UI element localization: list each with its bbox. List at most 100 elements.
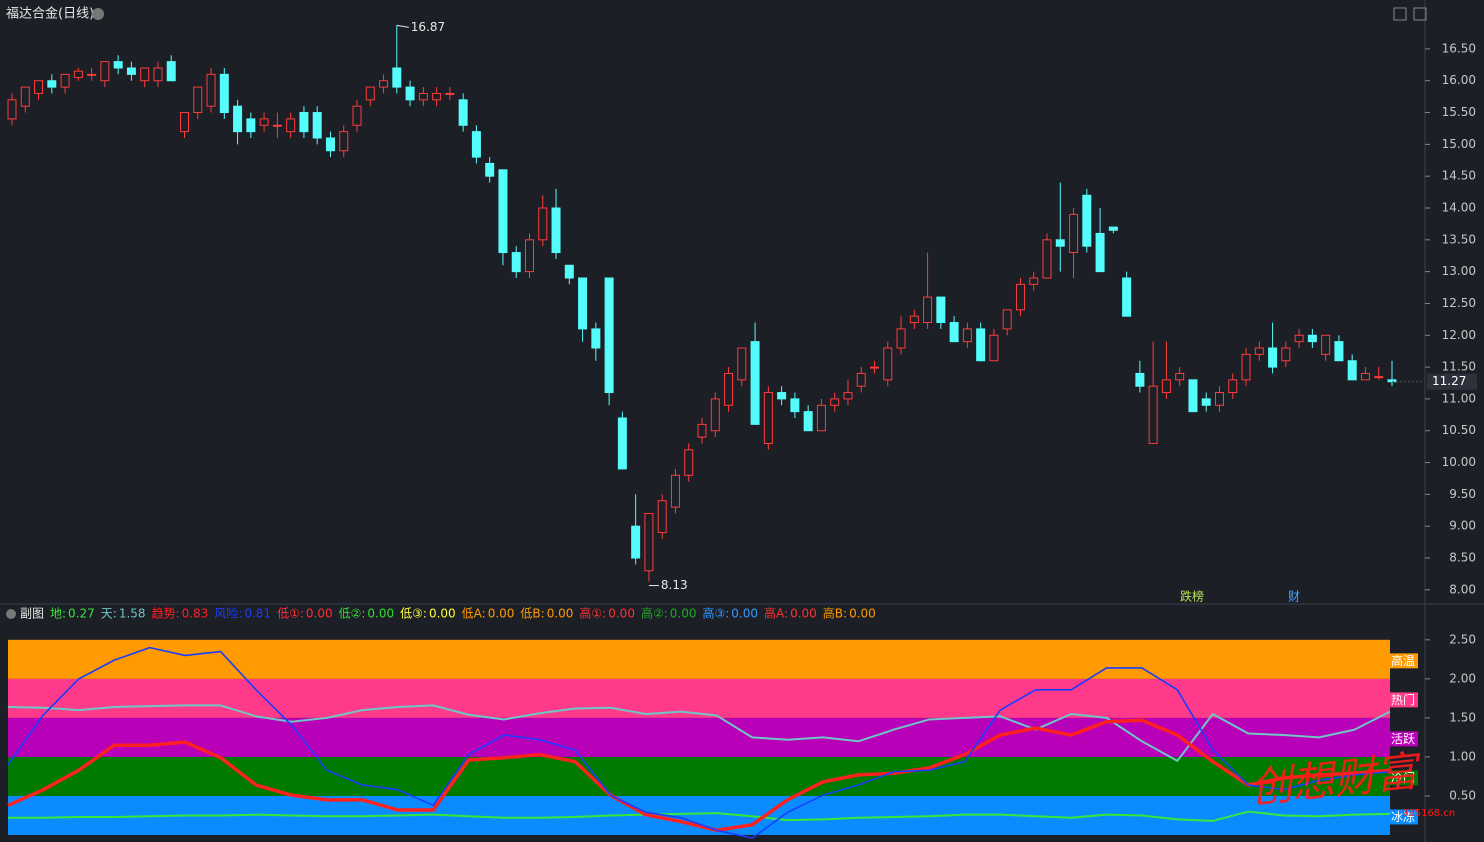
indicator-line <box>8 810 1391 822</box>
candle-body <box>126 67 136 75</box>
y-tick-label: 11.50 <box>1442 360 1476 374</box>
legend-value: 0.00 <box>306 607 333 621</box>
candle-body <box>352 105 362 126</box>
candle-body <box>60 73 70 88</box>
candle-body <box>870 366 879 369</box>
y-tick-label: 12.00 <box>1442 328 1476 342</box>
candle-body <box>1334 341 1344 362</box>
candle-body <box>1307 334 1317 343</box>
legend-name: 高③: <box>702 606 729 621</box>
candle-body <box>1122 277 1132 317</box>
candle-body <box>724 372 734 406</box>
y-tick-label: 12.50 <box>1442 296 1476 310</box>
candle-body <box>1042 239 1052 279</box>
candle-body <box>883 347 893 381</box>
y-tick-label: 2.00 <box>1449 671 1476 685</box>
legend-value: 0.00 <box>790 607 817 621</box>
candle-body <box>1148 385 1158 444</box>
tag: 财 <box>1288 590 1300 604</box>
candle-body <box>803 411 813 432</box>
indicator-line <box>7 718 1391 833</box>
y-tick-label: 1.00 <box>1449 749 1476 763</box>
y-tick-label: 16.00 <box>1442 73 1476 87</box>
settings-icon[interactable] <box>92 8 104 20</box>
candle-body <box>34 80 44 94</box>
sub-area: 冰冻 冷门 活跃 热门 高温 <box>7 639 1418 839</box>
candle-body <box>498 169 508 254</box>
window-icon[interactable] <box>1413 7 1427 21</box>
zone-label: 冰冻 <box>1391 809 1415 824</box>
legend-name: 高②: <box>641 606 668 621</box>
candle-body <box>1268 347 1278 368</box>
legend-name: 低②: <box>339 607 366 621</box>
candle-body <box>47 80 57 88</box>
candle-body <box>1254 347 1264 355</box>
y-tick-label: 11.00 <box>1442 391 1476 405</box>
candle-body <box>392 67 402 88</box>
candle-body <box>471 131 481 158</box>
candle-body <box>1347 360 1357 381</box>
candle-body <box>233 105 243 133</box>
tag: 跌榜 <box>1180 589 1204 604</box>
y-tick-label: 10.50 <box>1442 423 1476 437</box>
legend-name: 高①: <box>579 606 606 621</box>
y-tick-label: 9.50 <box>1449 487 1476 501</box>
legend-value: 0.00 <box>731 607 758 621</box>
legend-value: 0.00 <box>670 607 697 621</box>
legend-name: 低B: <box>520 607 544 621</box>
chart-title: 福达合金(日线) <box>6 6 94 22</box>
y-tick-label: 0.50 <box>1449 788 1476 802</box>
legend-value: 0.00 <box>547 607 574 621</box>
candle-body <box>1215 392 1224 406</box>
candle-body <box>1161 379 1171 394</box>
candle-body <box>763 392 773 444</box>
candle-body <box>365 86 375 101</box>
y-tick-label: 2.50 <box>1449 632 1476 646</box>
candle-body <box>564 264 574 279</box>
candle-body <box>1135 372 1145 387</box>
candle-body <box>7 99 17 120</box>
candle-body <box>432 92 442 101</box>
y-tick-label: 14.50 <box>1442 169 1476 183</box>
candle-body <box>1175 372 1185 381</box>
candle-body <box>418 92 428 101</box>
indicator-line <box>7 704 1391 762</box>
candle-body <box>670 474 680 508</box>
candle-body <box>750 341 760 425</box>
candle-body <box>856 372 866 387</box>
high-arrow <box>396 24 409 28</box>
legend-name: 高A: <box>764 606 788 621</box>
candle-body <box>843 392 853 400</box>
candle-body <box>1029 277 1039 285</box>
candle-body <box>737 347 747 381</box>
candle-body <box>617 417 627 470</box>
candle-body <box>830 398 840 406</box>
candle-body <box>458 99 468 126</box>
candle-body <box>180 112 189 133</box>
legend-name: 高B: <box>823 606 847 621</box>
candle-body <box>1095 232 1105 273</box>
candle-body <box>551 207 561 254</box>
legend-name: 趋势: <box>152 607 180 621</box>
y-tick-label: 1.50 <box>1449 710 1476 724</box>
candle-body <box>272 124 282 127</box>
zone-label: 热门 <box>1391 692 1415 707</box>
candle-body <box>312 112 322 139</box>
candle-body <box>657 500 667 534</box>
candle-body <box>339 131 349 152</box>
y-tick-label: 15.00 <box>1442 137 1476 151</box>
candle-body <box>259 118 269 126</box>
y-tick-label: 16.50 <box>1442 41 1476 55</box>
candle-body <box>1321 334 1331 355</box>
candle-body <box>949 322 959 343</box>
window-icon[interactable] <box>1393 7 1407 21</box>
candle-body <box>896 328 906 349</box>
zone-label: 活跃 <box>1391 732 1415 746</box>
candle-body <box>777 392 787 400</box>
candle-body <box>936 296 946 324</box>
sub-settings-icon[interactable] <box>6 609 16 619</box>
candle-body <box>193 86 203 114</box>
zone-tag <box>1390 653 1418 669</box>
